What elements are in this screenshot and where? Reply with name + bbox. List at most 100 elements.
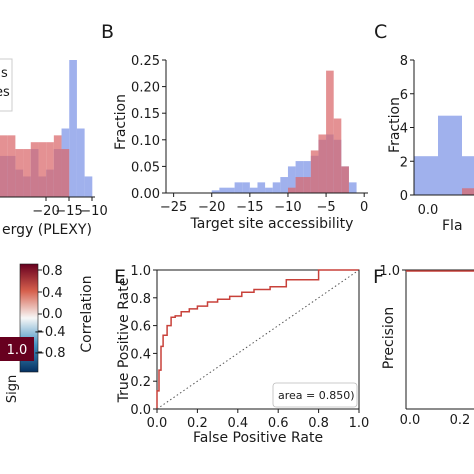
heatmap-row-label: Sign: [5, 375, 20, 403]
panel-c-y-tick-label: 6: [400, 88, 408, 103]
panel-e-y-tick-label: 0.8: [130, 292, 151, 307]
panel-e-legend-box: [272, 382, 358, 408]
panel-e-axes: 0.00.0 0.2 0.2 0.4 0.4 0.6 0.6 0.8 0.8 1.0 1.0: [130, 264, 369, 431]
panel-b-blue-bar: [280, 177, 288, 193]
panel-e-y-axis-label: True Positive Rate: [116, 278, 132, 404]
panel-b-x-axis-label: Target site accessibility: [190, 216, 354, 232]
panel-b-y-tick-label: 0.25: [131, 54, 160, 69]
panel-c: C 0 2 4 6 8 Fraction 0.0 Fla: [374, 21, 474, 234]
panel-b-red-bar: [310, 150, 319, 193]
panel-a-red-bar: [38, 142, 47, 197]
panel-e: E 0.00.0 0.2 0.2 0.4 0.4 0.6 0.6 0.8 0.8 1.0 1.0 a…: [114, 264, 369, 446]
panel-b-x-tick-label: −25: [160, 200, 187, 215]
panel-b-red-bar: [318, 134, 327, 193]
panel-a-blue-bar: [69, 60, 77, 197]
panel-e-letter: E: [114, 266, 126, 288]
panel-b-blue-bar: [219, 187, 227, 193]
panel-a-x-tick-label: −20: [32, 204, 59, 219]
panel-f-y-tick-label: 1.0: [379, 264, 400, 279]
panel-e-legend-text: area = 0.850): [278, 389, 355, 402]
panel-b-blue-bar: [287, 166, 296, 193]
panel-a-red-bar: [53, 135, 62, 197]
panel-b-x-tick-label: −20: [198, 200, 225, 215]
panel-a: s es −20 −15 −10 ergy (PLEXY): [0, 58, 108, 238]
panel-b-blue-bar: [272, 182, 281, 193]
panel-c-y-tick-label: 4: [400, 122, 408, 137]
panel-b-red-bar: [333, 118, 342, 193]
panel-b-blue-bar: [226, 187, 235, 193]
panel-c-y-tick-label: 2: [400, 155, 408, 170]
panel-a-legend: s es: [0, 58, 13, 112]
panel-c-histogram: [414, 115, 474, 195]
panel-a-blue-bar: [84, 176, 93, 197]
panel-b-y-tick-label: 0.10: [131, 134, 160, 149]
panel-c-letter: C: [374, 21, 387, 43]
colorbar-tick-label: −0.8: [34, 346, 66, 361]
panel-c-blue-bar: [438, 115, 462, 195]
panel-b-axes: −25 −20 −15 −10 −5 0 0.00 0.05 0.10 0.15 0.20 0.25: [131, 54, 368, 215]
panel-f-x-tick-label: 0.2: [450, 413, 471, 428]
panel-a-legend-entry-2: es: [0, 85, 10, 100]
panel-b-blue-bar: [249, 187, 258, 193]
panel-b-y-tick-label: 0.00: [131, 187, 160, 202]
panel-b-y-tick-label: 0.20: [131, 81, 160, 96]
panel-c-axes: 0 2 4 6 8: [400, 54, 474, 204]
panel-b-red-bar: [287, 187, 296, 193]
panel-c-x-tick-label: 0.0: [418, 203, 439, 218]
panel-a-x-tick-label: −10: [80, 204, 107, 219]
panel-a-legend-box: [0, 58, 13, 112]
panel-b-red-bar: [326, 70, 334, 193]
panel-b-x-tick-label: −10: [274, 200, 301, 215]
colorbar-label: Correlation: [79, 275, 95, 352]
panel-a-red-bar: [46, 142, 54, 197]
panel-b-blue-bar: [348, 182, 357, 193]
colorbar-tick-label: 0.0: [42, 307, 63, 322]
panel-c-blue-bar: [414, 156, 438, 195]
panel-b-blue-bar: [265, 187, 273, 193]
colorbar-tick-label: 0.8: [42, 264, 63, 279]
panel-b-histogram: [211, 70, 357, 193]
panel-a-red-bar: [15, 149, 24, 197]
panel-e-x-tick-label: 0.2: [187, 416, 208, 431]
panel-c-red-bar: [462, 188, 474, 195]
panel-f: F 1.0 0.0 0.2 Precision: [373, 264, 474, 428]
panel-a-red-bar: [7, 135, 16, 197]
colorbar-tick-label: −0.4: [34, 325, 66, 340]
panel-b-y-tick-label: 0.05: [131, 160, 160, 175]
panel-b-x-tick-label: −5: [316, 200, 335, 215]
panel-a-histogram: [0, 60, 93, 197]
panel-e-y-tick-label: 0.6: [130, 320, 151, 335]
panel-e-y-tick-label: 0.0: [130, 403, 151, 418]
panel-b-blue-bar: [211, 190, 220, 193]
panel-a-x-ticks: −20 −15 −10: [32, 197, 108, 219]
panel-e-chance-line: [156, 269, 360, 410]
panel-a-x-tick-label: −15: [55, 204, 82, 219]
panel-a-red-bar: [0, 135, 8, 197]
panel-b-red-bar: [341, 166, 349, 193]
panel-c-y-axis-label: Fraction: [387, 97, 403, 153]
panel-e-y-tick-label: 1.0: [130, 264, 151, 279]
panel-e-x-tick-label: 0.0: [147, 416, 168, 431]
panel-a-red-bar: [23, 149, 31, 197]
panel-b-red-bar: [295, 177, 304, 193]
panel-a-legend-entry-1: s: [1, 66, 8, 81]
panel-c-blue-bar: [462, 156, 474, 195]
panel-c-y-tick-label: 0: [400, 189, 408, 204]
heatmap-cell-value: 1.0: [7, 343, 28, 358]
panel-e-x-tick-label: 0.8: [308, 416, 329, 431]
panel-c-y-tick-label: 8: [400, 54, 408, 69]
panel-b-x-tick-label: 0: [360, 200, 368, 215]
colorbar-ticks: 0.8 0.4 0.0 −0.4 −0.8: [34, 264, 66, 361]
panel-e-y-tick-label: 0.4: [130, 347, 151, 362]
panel-e-y-tick-label: 0.2: [130, 375, 151, 390]
panel-a-blue-bar: [76, 128, 85, 197]
panel-d: 0.8 0.4 0.0 −0.4 −0.8 Correlation 1.0 Si…: [0, 263, 95, 403]
panel-b-y-tick-label: 0.15: [131, 107, 160, 122]
panel-e-curves: [156, 269, 360, 410]
panel-b-x-tick-label: −15: [236, 200, 263, 215]
panel-a-red-bar: [30, 142, 39, 197]
heatmap-cell: [0, 337, 34, 361]
panel-b: B −25 −20 −15 −10 −5 0 0.00 0.05 0.10 0.15 0.20 0.2…: [101, 21, 368, 232]
panel-b-blue-bar: [242, 182, 250, 193]
panel-e-x-tick-label: 0.6: [268, 416, 289, 431]
